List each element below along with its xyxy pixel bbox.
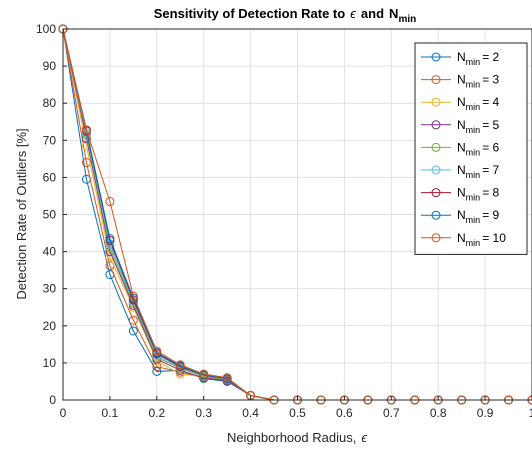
data-point — [152, 366, 162, 376]
legend-label: Nmin = 7 — [457, 163, 500, 180]
x-tick-labels: 0 0.1 0.2 0.3 0.4 0.5 0.6 0.7 0.8 0.9 1 — [60, 406, 532, 420]
data-point — [152, 362, 162, 372]
legend-item: Nmin = 7 — [421, 163, 500, 180]
legend-marker — [431, 165, 441, 175]
y-tick-label: 50 — [43, 208, 57, 222]
data-point — [199, 369, 209, 379]
x-tick-label: 0.4 — [242, 406, 259, 420]
y-tick-label: 40 — [43, 245, 57, 259]
data-point — [128, 315, 138, 325]
legend-item: Nmin = 3 — [421, 73, 500, 90]
data-point — [105, 197, 115, 207]
legend-marker — [431, 210, 441, 220]
legend-label: Nmin = 4 — [457, 95, 500, 112]
legend-label: Nmin = 2 — [457, 50, 500, 67]
legend-label: Nmin = 6 — [457, 140, 500, 157]
x-axis-label: Neighborhood Radius, ϵ — [227, 430, 367, 445]
legend-marker — [431, 142, 441, 152]
legend-item: Nmin = 6 — [421, 140, 500, 157]
y-tick-label: 100 — [36, 22, 56, 36]
data-point — [128, 291, 138, 301]
y-tick-label: 90 — [43, 59, 57, 73]
legend-item: Nmin = 2 — [421, 50, 500, 67]
x-tick-label: 0.6 — [336, 406, 353, 420]
data-point — [81, 125, 91, 135]
axes — [62, 28, 532, 401]
legend-marker — [431, 188, 441, 198]
legend-marker — [431, 233, 441, 243]
y-tick-label: 0 — [49, 393, 56, 407]
data-point — [81, 141, 91, 151]
legend-item: Nmin = 5 — [421, 118, 500, 135]
x-tick-label: 0.7 — [383, 406, 400, 420]
x-tick-label: 0.8 — [430, 406, 447, 420]
legend-label: Nmin = 9 — [457, 208, 500, 225]
legend-label: Nmin = 10 — [457, 231, 506, 248]
x-tick-label: 0.3 — [195, 406, 212, 420]
y-tick-label: 10 — [43, 356, 57, 370]
x-tick-label: 0.1 — [102, 406, 119, 420]
y-tick-label: 80 — [43, 96, 57, 110]
y-tick-label: 30 — [43, 282, 57, 296]
y-tick-label: 60 — [43, 170, 57, 184]
legend-label: Nmin = 5 — [457, 118, 500, 135]
legend-label: Nmin = 3 — [457, 73, 500, 90]
legend-marker — [431, 75, 441, 85]
data-point — [222, 373, 232, 383]
legend-marker — [431, 120, 441, 130]
x-tick-label: 0.9 — [477, 406, 494, 420]
legend-item: Nmin = 10 — [421, 231, 506, 248]
legend: Nmin = 2 Nmin = 3 Nmin = 4 Nmin = 5 Nmin = 6 Nmin =… — [414, 42, 528, 255]
legend-item: Nmin = 8 — [421, 186, 500, 203]
legend-marker — [431, 52, 441, 62]
x-tick-label: 1 — [529, 406, 532, 420]
axes-box — [62, 28, 532, 401]
legend-box — [414, 42, 528, 255]
legend-item: Nmin = 4 — [421, 95, 500, 112]
y-axis-label: Detection Rate of Outliers [%] — [14, 128, 29, 299]
x-tick-label: 0.5 — [289, 406, 306, 420]
y-tick-labels: 0 10 20 30 40 50 60 70 80 90 100 — [36, 22, 56, 407]
legend-marker — [431, 97, 441, 107]
y-tick-label: 70 — [43, 133, 57, 147]
data-point — [152, 346, 162, 356]
legend-item: Nmin = 9 — [421, 208, 500, 225]
legend-label: Nmin = 8 — [457, 186, 500, 203]
chart-title: Sensitivity of Detection Rate to ϵ and Nmin — [154, 6, 416, 25]
data-point — [105, 234, 115, 244]
y-tick-label: 20 — [43, 319, 57, 333]
data-point — [128, 326, 138, 336]
x-tick-label: 0.2 — [148, 406, 165, 420]
data-point — [175, 360, 185, 370]
x-tick-label: 0 — [60, 406, 67, 420]
